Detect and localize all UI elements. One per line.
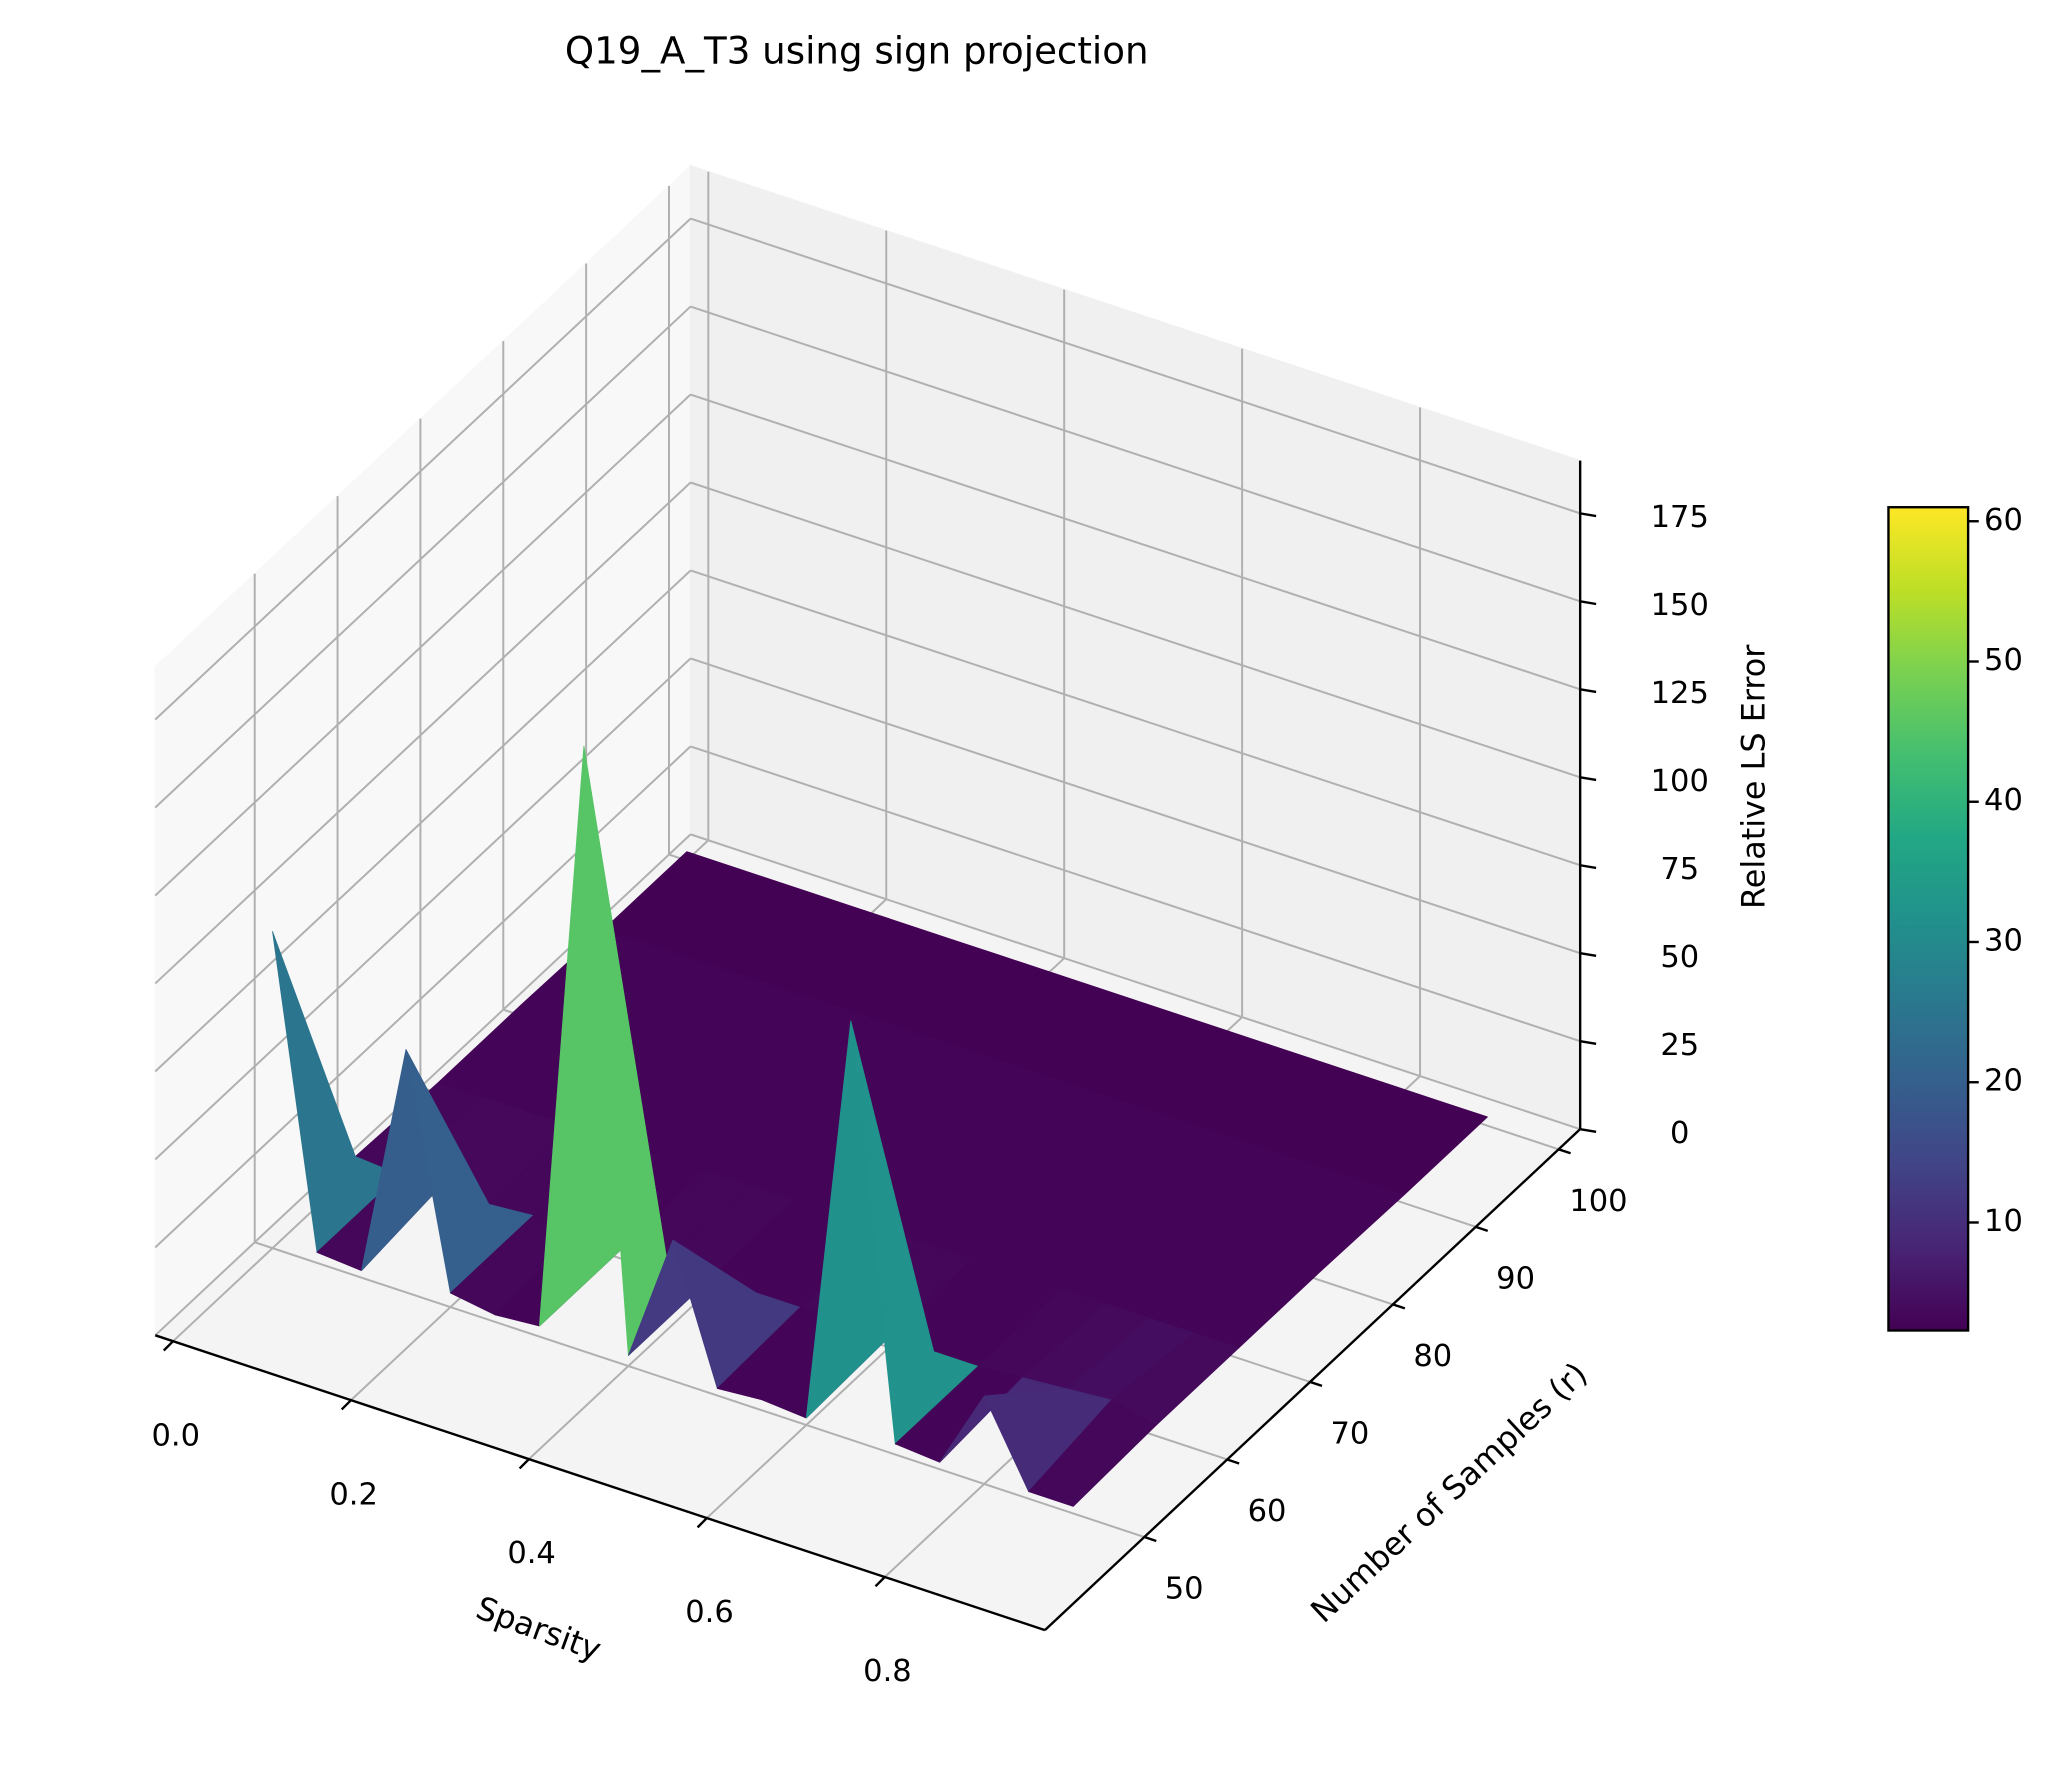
y-tick-label: 60 [1248, 1494, 1287, 1529]
y-tick-label: 90 [1496, 1261, 1535, 1296]
y-tick-label: 50 [1165, 1572, 1204, 1607]
grid-line [154, 393, 692, 897]
z-tick [1579, 1127, 1597, 1133]
z-tick-label: 75 [1660, 852, 1699, 887]
chart-title: Q19_A_T3 using sign projection [565, 29, 1149, 73]
grid-line [690, 569, 1581, 867]
z-tick [1579, 776, 1597, 782]
x-tick-label: 0.8 [863, 1654, 912, 1689]
z-axis-label: Relative LS Error [1735, 644, 1773, 909]
grid-line [690, 657, 1581, 955]
grid-line [154, 745, 692, 1249]
z-tick [1579, 512, 1597, 518]
z-tick-label: 125 [1651, 676, 1709, 711]
colorbar-tick-label: 40 [1984, 783, 2023, 818]
y-tick [1392, 1303, 1406, 1310]
grid-line [154, 481, 692, 985]
x-axis-label: Sparsity [471, 1589, 606, 1669]
grid-line [690, 833, 1581, 1131]
x-axis [154, 1334, 1046, 1632]
grid-line [154, 657, 692, 1161]
x-tick [340, 1399, 352, 1411]
z-tick [1579, 864, 1597, 870]
colorbar-scale [1887, 506, 1970, 1332]
grid-line [690, 217, 1581, 515]
y-tick-label: 70 [1330, 1417, 1369, 1452]
z-tick-label: 150 [1651, 588, 1709, 623]
z-tick-label: 100 [1651, 764, 1709, 799]
grid-line [154, 217, 692, 721]
y-tick-label: 80 [1413, 1339, 1452, 1374]
x-tick-label: 0.2 [329, 1477, 378, 1512]
colorbar-tick-label: 10 [1984, 1204, 2023, 1239]
z-tick [1579, 952, 1597, 958]
y-tick [1143, 1535, 1157, 1543]
grid-line [690, 745, 1581, 1043]
grid-line [154, 569, 692, 1073]
x-tick [162, 1340, 174, 1352]
grid-line [690, 481, 1581, 779]
x-tick [518, 1458, 530, 1470]
y-axis-label: Number of Samples (r) [1303, 1355, 1594, 1630]
z-tick-label: 0 [1670, 1116, 1689, 1151]
z-tick [1579, 600, 1597, 606]
z-tick-label: 25 [1660, 1028, 1699, 1063]
z-tick [1579, 688, 1597, 694]
x-tick [696, 1517, 708, 1529]
colorbar-tick-label: 60 [1984, 503, 2023, 538]
y-axis [1044, 1128, 1581, 1631]
x-tick [874, 1576, 886, 1588]
y-tick [1309, 1380, 1323, 1388]
y-tick [1475, 1225, 1489, 1232]
surface [272, 745, 1488, 1507]
y-tick [1558, 1148, 1571, 1155]
z-tick-label: 175 [1651, 500, 1709, 535]
z-tick [1579, 1039, 1597, 1046]
grid-line [690, 393, 1581, 691]
colorbar: 10 20 30 40 50 60 [1887, 503, 2023, 1332]
z-tick-label: 50 [1660, 940, 1699, 975]
y-tick-label: 100 [1569, 1184, 1627, 1219]
x-tick-label: 0.4 [507, 1536, 556, 1571]
colorbar-tick-label: 20 [1984, 1064, 2023, 1099]
y-tick [1226, 1458, 1240, 1465]
x-tick-label: 0.0 [151, 1418, 200, 1453]
grid-line [254, 1241, 1145, 1538]
panes [154, 164, 1582, 1631]
colorbar-tick-label: 30 [1984, 923, 2023, 958]
colorbar-tick-label: 50 [1984, 643, 2023, 678]
grid-line [690, 305, 1581, 603]
x-tick-label: 0.6 [685, 1595, 734, 1630]
grid-line [154, 305, 692, 809]
surface-facet [1028, 1399, 1157, 1507]
